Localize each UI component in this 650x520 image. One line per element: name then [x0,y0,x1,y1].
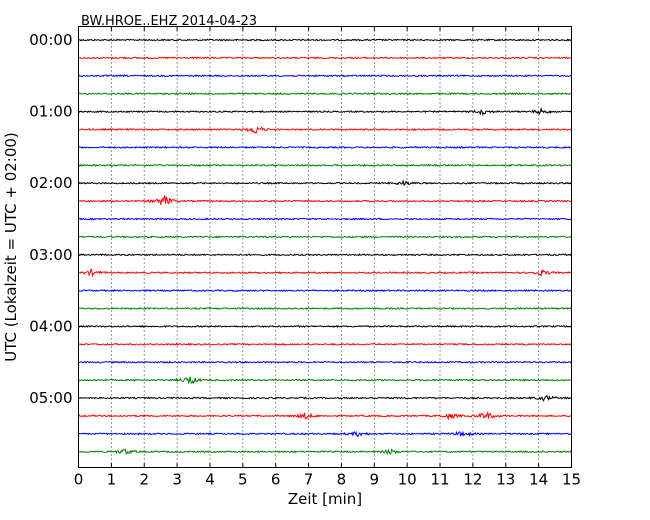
vertical-grid [110,26,540,468]
x-tick-label: 12 [463,471,482,489]
x-tick-label: 11 [430,471,449,489]
y-tick-label: 05:00 [29,389,72,407]
trace-line [78,235,572,239]
y-tick-label: 01:00 [29,103,72,121]
x-tick-label: 2 [139,471,149,489]
x-tick-label: 15 [562,471,581,489]
trace-line [78,145,572,149]
x-tick-label: 3 [172,471,182,489]
x-tick-label: 14 [529,471,548,489]
plot-area [78,26,572,468]
x-axis-ticks: 0 1 2 3 4 5 6 7 8 9 10 11 12 13 14 15 [74,26,581,489]
plot-frame [78,26,572,468]
y-tick-label: 00:00 [29,31,72,49]
trace-line [78,268,572,278]
trace-line [78,38,572,42]
trace-line [78,92,572,96]
trace-line [78,360,572,364]
y-tick-label: 04:00 [29,317,72,335]
trace-line [78,376,572,385]
trace-line [78,217,572,221]
trace-line [78,253,572,257]
x-axis-label: Zeit [min] [288,490,362,508]
trace-line [78,106,572,117]
trace-line [78,410,572,421]
x-tick-label: 13 [496,471,515,489]
x-tick-label: 9 [370,471,380,489]
trace-line [78,394,572,402]
trace-line [78,56,572,60]
trace-line [78,74,572,78]
trace-line [78,179,572,186]
seismic-traces [78,38,572,455]
trace-line [78,306,572,311]
trace-line [78,126,572,135]
y-tick-label: 02:00 [29,174,72,192]
x-tick-label: 4 [205,471,215,489]
trace-line [78,430,572,438]
chart-title: BW.HROE..EHZ 2014-04-23 [81,14,257,29]
x-tick-label: 7 [304,471,314,489]
trace-line [78,448,572,455]
x-tick-label: 8 [337,471,347,489]
trace-line [78,194,572,206]
y-axis-ticks: 00:00 01:00 02:00 03:00 04:00 05:00 [29,31,572,407]
trace-line [78,163,572,167]
trace-line [78,324,572,329]
x-tick-label: 6 [271,471,281,489]
x-tick-label: 5 [238,471,248,489]
x-tick-label: 1 [107,471,117,489]
x-tick-label: 0 [74,471,84,489]
y-tick-label: 03:00 [29,246,72,264]
trace-line [78,342,572,346]
y-axis-label: UTC (Lokalzeit = UTC + 02:00) [2,132,20,362]
x-tick-label: 10 [398,471,417,489]
trace-line [78,289,572,293]
